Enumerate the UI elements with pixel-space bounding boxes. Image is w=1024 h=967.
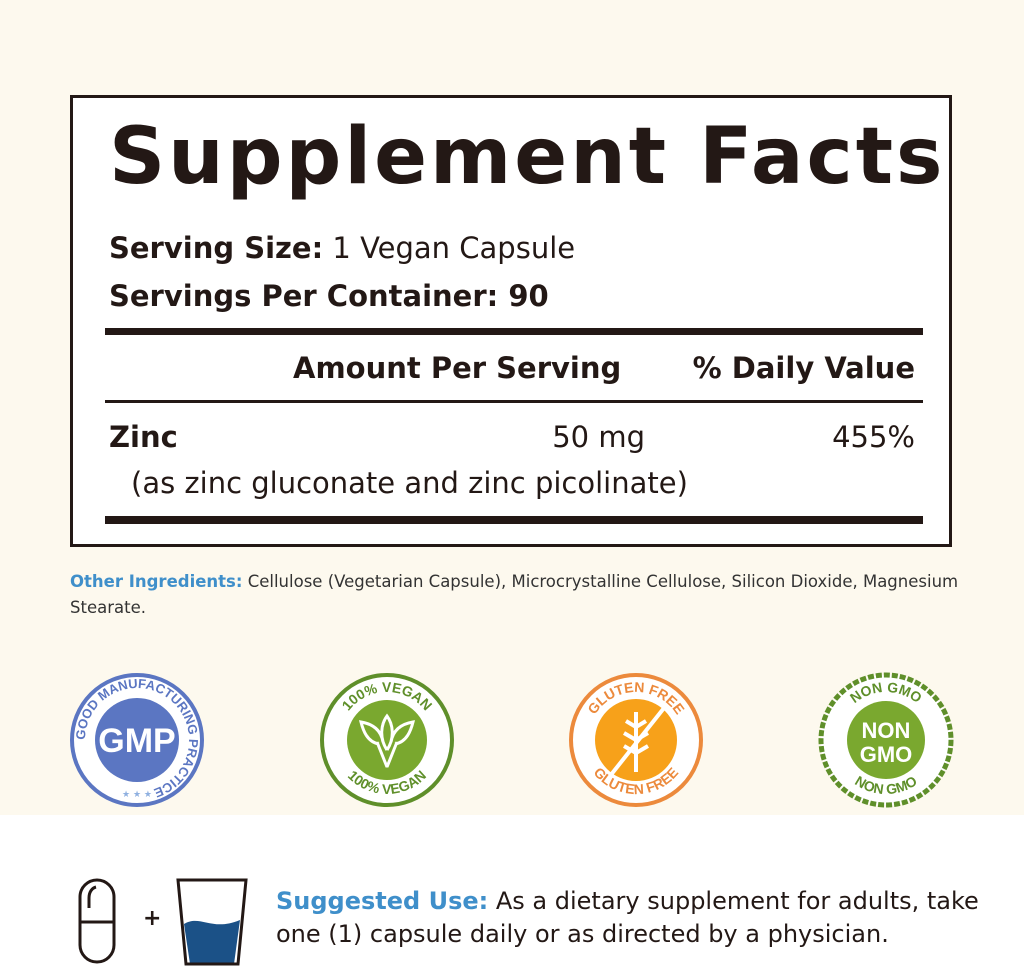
serving-size: Serving Size: 1 Vegan Capsule: [109, 231, 575, 265]
svg-text:GMO: GMO: [860, 742, 913, 767]
other-ingredients-text: Cellulose (Vegetarian Capsule), Microcry…: [70, 572, 959, 617]
suggested-use-label: Suggested Use:: [276, 887, 489, 915]
divider-bottom: [105, 516, 923, 524]
servings-label: Servings Per Container:: [109, 279, 499, 313]
supplement-facts-panel: Supplement Facts Serving Size: 1 Vegan C…: [70, 95, 952, 547]
nutrient-dv: 455%: [832, 420, 915, 454]
capsule-icon: [78, 878, 116, 964]
col-dv-header: % Daily Value: [692, 351, 915, 385]
plus-sign: +: [143, 906, 162, 931]
nutrient-name: Zinc: [109, 420, 178, 454]
svg-text:GMP: GMP: [98, 722, 175, 760]
page-title: Supplement Facts: [109, 112, 946, 202]
serving-size-value: 1 Vegan Capsule: [332, 231, 576, 265]
divider-thick: [105, 328, 923, 335]
other-ingredients-label: Other Ingredients:: [70, 572, 243, 591]
servings-per-container: Servings Per Container: 90: [109, 279, 549, 313]
svg-text:NON: NON: [862, 718, 911, 743]
gmp-badge-icon: GOOD MANUFACTURING PRACTICE GMP ★ ★ ★: [70, 673, 204, 807]
servings-value: 90: [508, 279, 549, 313]
nutrient-amount: 50 mg: [552, 420, 645, 454]
vegan-badge-icon: 100% VEGAN 100% VEGAN: [320, 673, 454, 807]
water-glass-icon: [176, 878, 248, 966]
other-ingredients: Other Ingredients: Cellulose (Vegetarian…: [70, 569, 970, 621]
suggested-use: Suggested Use: As a dietary supplement f…: [276, 885, 1024, 951]
nutrient-note: (as zinc gluconate and zinc picolinate): [131, 466, 688, 500]
serving-size-label: Serving Size:: [109, 231, 324, 265]
col-amount-header: Amount Per Serving: [293, 351, 622, 385]
gluten-free-badge-icon: GLUTEN FREE GLUTEN FREE: [569, 673, 703, 807]
svg-text:★ ★ ★: ★ ★ ★: [122, 790, 152, 800]
non-gmo-badge-icon: NON GMO NON GMO NON GMO: [818, 672, 954, 808]
divider-thin: [105, 400, 923, 403]
suggested-use-text: As a dietary supplement for adults, take…: [276, 887, 979, 948]
